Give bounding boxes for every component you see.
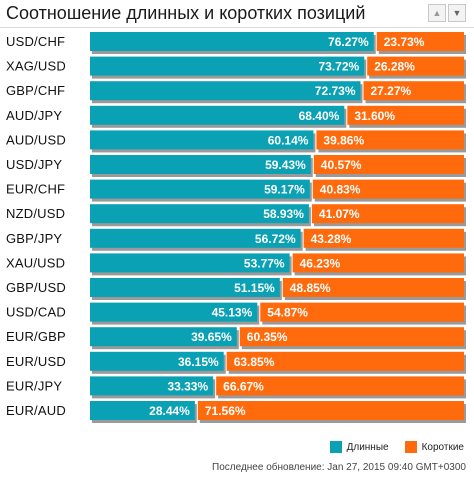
bar-short	[311, 204, 464, 224]
value-label-long: 72.73%	[315, 84, 356, 98]
value-label-long: 59.43%	[265, 158, 306, 172]
value-label-short: 54.87%	[267, 306, 308, 320]
category-label: USD/CAD	[6, 305, 66, 320]
bar-short	[316, 130, 464, 150]
legend-swatch-long	[329, 441, 342, 453]
bar-short	[197, 401, 464, 420]
bar-long	[90, 278, 280, 297]
category-label: EUR/GBP	[6, 329, 66, 344]
legend-label-short: Короткие	[421, 441, 464, 453]
bar-short	[292, 253, 464, 273]
chart-legend: Длинные Короткие	[329, 441, 464, 453]
bar-short	[226, 351, 464, 371]
bar-long	[90, 179, 310, 199]
last-updated-text: Последнее обновление: Jan 27, 2015 09:40…	[212, 462, 466, 473]
header-divider	[0, 27, 474, 28]
bar-short	[282, 278, 464, 297]
category-label: EUR/JPY	[6, 378, 62, 393]
bar-short	[347, 105, 464, 125]
bar-long	[90, 401, 195, 420]
bar-short	[313, 155, 464, 174]
value-label-short: 48.85%	[290, 281, 331, 295]
category-label: EUR/USD	[6, 354, 66, 369]
sort-descending-button[interactable]: ▼	[448, 4, 466, 22]
value-label-long: 56.72%	[255, 232, 296, 246]
bar-long	[90, 228, 301, 248]
long-short-ratio-chart: USD/CHF 76.27% 23.73% XAG/USD 73.72% 26.28% GB…	[6, 32, 466, 423]
value-label-long: 45.13%	[212, 306, 253, 320]
value-label-short: 63.85%	[234, 355, 275, 369]
value-label-short: 26.28%	[374, 60, 415, 74]
value-label-long: 53.77%	[244, 256, 285, 270]
category-label: USD/JPY	[6, 157, 62, 172]
value-label-short: 71.56%	[205, 404, 246, 418]
chart-title: Соотношение длинных и коротких позиций	[6, 3, 366, 23]
bar-short	[239, 327, 464, 347]
legend-label-long: Длинные	[346, 441, 389, 453]
category-label: XAU/USD	[6, 255, 65, 270]
value-label-long: 28.44%	[149, 404, 190, 418]
bar-long	[90, 155, 311, 174]
value-label-long: 58.93%	[263, 207, 304, 221]
value-label-long: 73.72%	[319, 60, 360, 74]
bar-long	[90, 105, 345, 125]
bar-short	[367, 56, 464, 76]
value-label-short: 40.83%	[320, 183, 361, 197]
bar-long	[90, 81, 361, 101]
bar-long	[90, 351, 224, 371]
bar-long	[90, 32, 374, 51]
category-label: NZD/USD	[6, 206, 65, 221]
value-label-long: 51.15%	[234, 281, 275, 295]
chart-header: Соотношение длинных и коротких позиций ▲…	[0, 0, 474, 26]
value-label-short: 23.73%	[384, 35, 425, 49]
bar-long	[90, 56, 365, 76]
bar-short	[376, 32, 464, 51]
sort-ascending-button[interactable]: ▲	[428, 4, 446, 22]
category-label: XAG/USD	[6, 59, 66, 74]
legend-item-long: Длинные	[329, 441, 389, 453]
value-label-short: 27.27%	[371, 84, 412, 98]
bar-long	[90, 376, 214, 396]
category-label: EUR/AUD	[6, 403, 66, 418]
bar-long	[90, 302, 258, 322]
bar-short	[363, 81, 464, 101]
bar-short	[303, 228, 464, 248]
category-label: GBP/JPY	[6, 231, 62, 246]
bar-long	[90, 204, 309, 224]
legend-item-short: Короткие	[404, 441, 464, 453]
value-label-short: 60.35%	[247, 330, 288, 344]
category-label: EUR/CHF	[6, 182, 65, 197]
bar-short	[216, 376, 464, 396]
value-label-short: 31.60%	[354, 109, 395, 123]
category-label: USD/CHF	[6, 34, 65, 49]
value-label-long: 59.17%	[264, 183, 305, 197]
value-label-long: 33.33%	[167, 379, 208, 393]
bar-long	[90, 253, 290, 273]
value-label-short: 43.28%	[311, 232, 352, 246]
value-label-long: 39.65%	[191, 330, 232, 344]
value-label-short: 46.23%	[300, 256, 341, 270]
value-label-long: 36.15%	[178, 355, 219, 369]
value-label-long: 68.40%	[299, 109, 340, 123]
category-label: AUD/USD	[6, 132, 66, 147]
value-label-short: 66.67%	[223, 379, 264, 393]
legend-swatch-short	[404, 441, 417, 453]
category-label: AUD/JPY	[6, 108, 62, 123]
value-label-short: 39.86%	[323, 133, 364, 147]
value-label-short: 40.57%	[321, 158, 362, 172]
value-label-long: 76.27%	[328, 35, 369, 49]
value-label-short: 41.07%	[319, 207, 360, 221]
bar-short	[312, 179, 464, 199]
sort-controls: ▲ ▼	[428, 4, 466, 22]
value-label-long: 60.14%	[268, 133, 309, 147]
bar-short	[260, 302, 464, 322]
bar-long	[90, 327, 237, 347]
category-label: GBP/CHF	[6, 83, 65, 98]
bar-long	[90, 130, 314, 150]
category-label: GBP/USD	[6, 280, 66, 295]
